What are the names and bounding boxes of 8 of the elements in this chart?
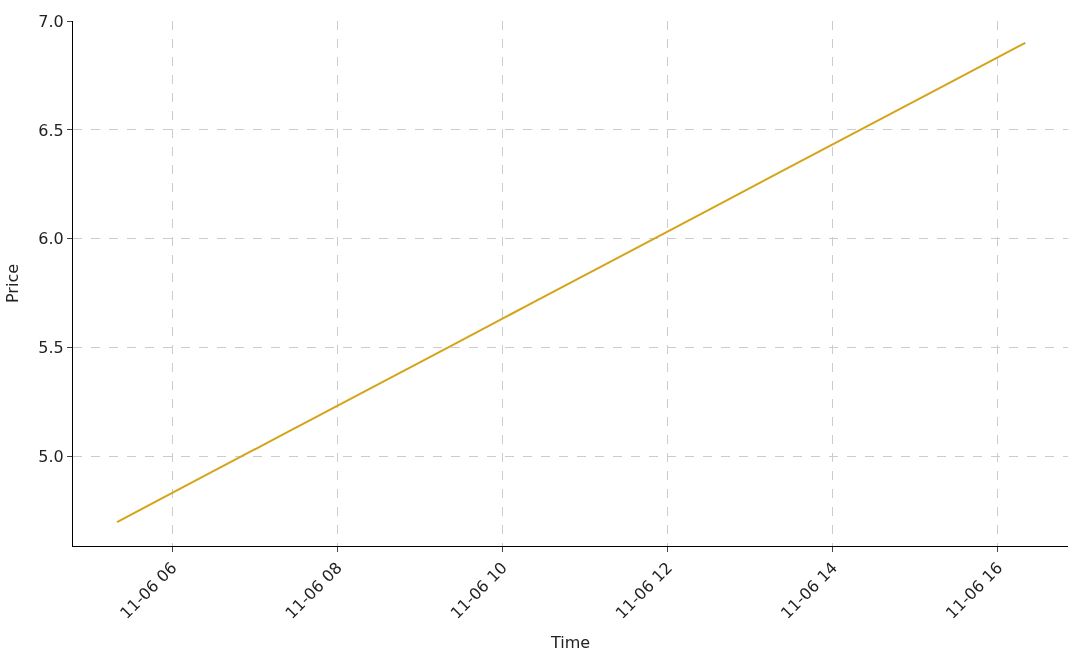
y-tick-label: 6.5 — [38, 120, 64, 140]
x-axis-title: Time — [549, 633, 591, 653]
y-tick-label: 6.0 — [38, 229, 64, 249]
line-series — [116, 41, 1027, 524]
y-axis-title: Price — [3, 263, 23, 304]
y-tick-label: 7.0 — [38, 11, 64, 31]
y-tick-label: 5.0 — [38, 447, 64, 467]
y-tick-label: 5.5 — [38, 338, 64, 358]
